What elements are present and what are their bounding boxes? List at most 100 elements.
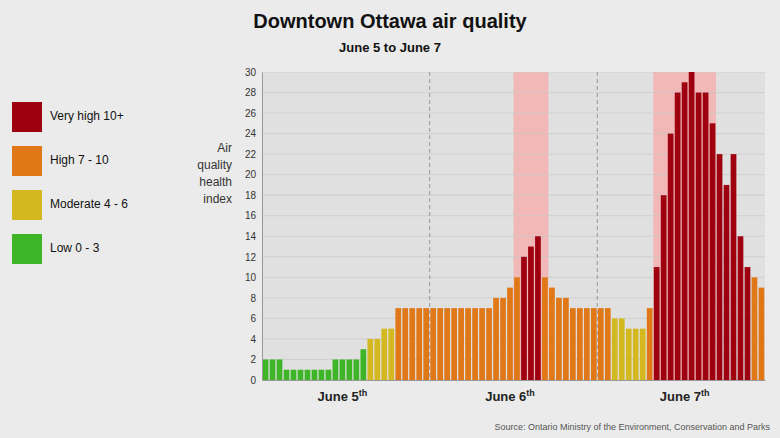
bar [493,298,499,380]
bar [298,370,304,380]
bar [717,154,723,380]
bar [577,308,583,380]
bar [444,308,450,380]
y-tick-label: 12 [245,252,257,263]
bar [416,308,422,380]
legend-label: High 7 - 10 [50,153,109,167]
y-tick: 10 [245,272,262,283]
x-tick: June 7th [660,380,710,404]
bar [507,288,513,380]
bar [619,318,625,380]
bar [724,185,730,380]
y-tick: 18 [245,190,262,201]
bar [549,288,555,380]
bar [353,359,359,380]
bar [360,349,366,380]
y-tick: 24 [245,128,262,139]
subtitle: June 5 to June 7 [339,40,441,55]
bar [570,308,576,380]
bar [284,370,290,380]
y-tick-label: 16 [245,210,257,221]
y-tick: 14 [245,231,262,242]
bar [661,195,667,380]
y-tick-label: 24 [245,128,257,139]
bar [689,72,695,380]
y-tick: 2 [250,354,262,365]
bar [598,308,604,380]
bar [710,123,716,380]
bars [263,72,765,380]
bar [472,308,478,380]
bar [347,359,353,380]
y-tick: 12 [245,252,262,263]
bar [640,329,646,380]
bar [703,93,709,380]
bar [374,339,380,380]
bar [277,359,283,380]
title: Downtown Ottawa air quality [253,10,527,32]
y-axis-label: quality [197,158,232,172]
y-tick-label: 0 [250,375,256,386]
y-tick: 0 [250,375,262,386]
bar [312,370,318,380]
highlight-range [653,72,716,380]
y-tick-label: 28 [245,87,257,98]
bar [381,329,387,380]
y-tick-label: 4 [250,334,256,345]
bar [388,329,394,380]
x-tick-label-suffix: th [701,388,710,398]
x-tick-label-suffix: th [359,388,368,398]
y-tick: 28 [245,87,262,98]
y-tick: 22 [245,149,262,160]
y-tick-label: 18 [245,190,257,201]
y-axis-line [262,73,263,381]
y-tick-label: 22 [245,149,257,160]
bar [367,339,373,380]
y-tick-label: 14 [245,231,257,242]
legend-label: Very high 10+ [50,109,124,123]
bar [514,277,520,380]
bar [556,298,562,380]
bar [395,308,401,380]
bar [682,82,688,380]
legend-swatch [12,190,42,220]
bar [633,329,639,380]
y-tick: 30 [245,67,262,78]
bar [305,370,311,380]
bar [626,329,632,380]
bar [612,318,618,380]
bar [605,308,611,380]
bar [333,359,339,380]
y-axis: 024681012141618202224262830 [245,67,263,386]
bar [752,277,758,380]
grid [262,72,765,380]
bar [319,370,325,380]
x-tick-label: June 7th [660,388,710,404]
bar [563,298,569,380]
x-tick-label-suffix: th [526,388,535,398]
legend-swatch [12,234,42,264]
background [0,0,780,438]
y-axis-label: index [203,192,232,206]
bar [745,267,751,380]
bar [409,308,415,380]
x-tick-label: June 6th [485,388,535,404]
bar [479,308,485,380]
y-tick-label: 30 [245,67,257,78]
bar [591,308,597,380]
bar [696,93,702,380]
bar [270,359,276,380]
legend-swatch [12,146,42,176]
x-tick-label: June 5th [318,388,368,404]
y-tick: 6 [250,313,262,324]
y-tick-label: 6 [250,313,256,324]
legend-label: Low 0 - 3 [50,241,100,255]
plot-background [262,72,765,380]
bar [521,257,527,380]
y-tick: 8 [250,293,262,304]
bar [486,308,492,380]
bar [731,154,737,380]
day-separator [429,72,430,380]
x-axis-line [263,380,766,381]
y-axis-label: health [199,175,232,189]
